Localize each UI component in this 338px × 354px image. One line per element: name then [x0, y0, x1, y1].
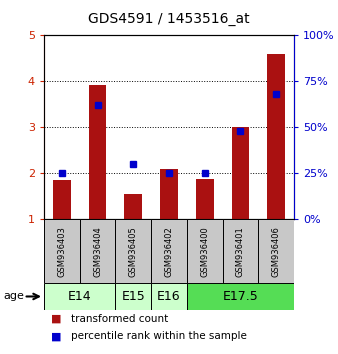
Text: percentile rank within the sample: percentile rank within the sample — [71, 331, 247, 341]
Text: age: age — [3, 291, 24, 302]
Bar — [223, 219, 258, 283]
Bar — [187, 219, 223, 283]
Text: transformed count: transformed count — [71, 314, 168, 324]
Bar — [53, 181, 71, 219]
Text: E16: E16 — [157, 290, 181, 303]
Text: GDS4591 / 1453516_at: GDS4591 / 1453516_at — [88, 12, 250, 27]
Text: GSM936402: GSM936402 — [165, 226, 173, 277]
Bar — [89, 85, 106, 219]
Bar — [151, 283, 187, 310]
Bar — [160, 169, 178, 219]
Text: ■: ■ — [51, 331, 61, 341]
Bar — [80, 219, 115, 283]
Text: E17.5: E17.5 — [223, 290, 258, 303]
Bar — [124, 194, 142, 219]
Bar — [151, 219, 187, 283]
Bar — [187, 283, 294, 310]
Text: GSM936400: GSM936400 — [200, 226, 209, 277]
Text: GSM936401: GSM936401 — [236, 226, 245, 277]
Text: GSM936403: GSM936403 — [57, 226, 66, 277]
Bar — [115, 219, 151, 283]
Bar — [267, 54, 285, 219]
Text: ■: ■ — [51, 314, 61, 324]
Bar — [115, 283, 151, 310]
Text: GSM936404: GSM936404 — [93, 226, 102, 277]
Text: E14: E14 — [68, 290, 92, 303]
Bar — [196, 179, 214, 219]
Bar — [44, 219, 80, 283]
Bar — [232, 127, 249, 219]
Text: GSM936406: GSM936406 — [272, 226, 281, 277]
Bar — [44, 283, 115, 310]
Text: GSM936405: GSM936405 — [129, 226, 138, 277]
Bar — [258, 219, 294, 283]
Text: E15: E15 — [121, 290, 145, 303]
